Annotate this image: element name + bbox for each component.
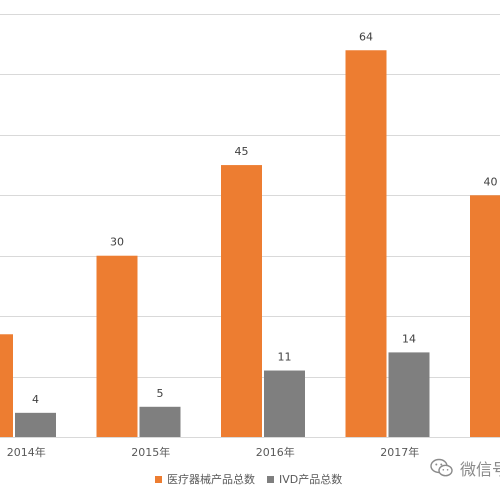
legend-swatch [267, 476, 274, 483]
watermark: 微信号 [430, 456, 500, 480]
data-label: 14 [402, 332, 416, 345]
bar [264, 370, 305, 437]
data-label: 64 [359, 30, 373, 43]
x-tick-label: 2014年 [7, 445, 46, 459]
x-tick-label: 2015年 [131, 445, 170, 459]
data-label: 45 [235, 145, 249, 158]
data-label: 5 [157, 387, 164, 400]
data-label: 4 [32, 393, 39, 406]
bar [470, 195, 500, 437]
data-label: 30 [110, 236, 124, 249]
legend-swatch [155, 476, 162, 483]
bar [388, 352, 430, 437]
data-label: 11 [278, 351, 292, 364]
bar [221, 165, 262, 438]
x-tick-label: 2017年 [380, 445, 419, 459]
legend-label: IVD产品总数 [279, 472, 342, 486]
wechat-icon [430, 458, 453, 477]
bar [15, 412, 56, 437]
legend-label: 医疗器械产品总数 [167, 472, 255, 486]
bar [0, 334, 13, 437]
x-tick-label: 2016年 [256, 445, 295, 459]
bar [345, 50, 387, 437]
watermark-text: 微信号 [460, 460, 500, 479]
bar [96, 255, 138, 437]
bar [139, 406, 181, 437]
data-label: 40 [484, 175, 498, 188]
